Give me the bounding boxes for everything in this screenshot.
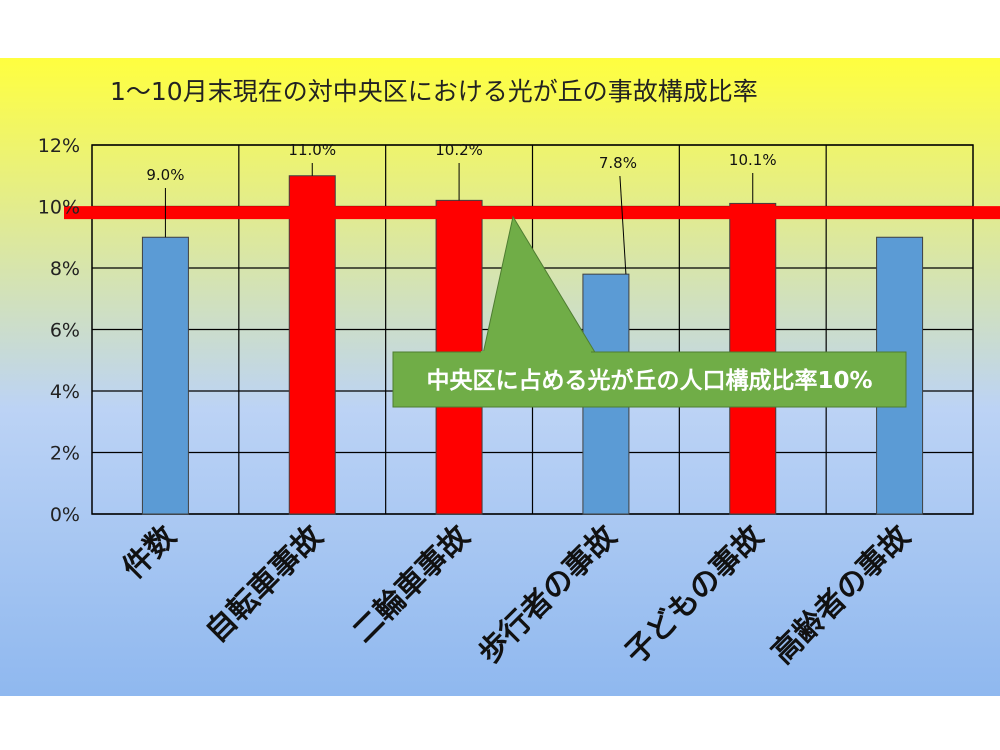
chart-title: 1～10月末現在の対中央区における光が丘の事故構成比率 [110,77,758,106]
callout-text: 中央区に占める光が丘の人口構成比率10% [426,367,872,394]
callout-joint [481,351,591,355]
y-tick-label: 10% [38,197,80,219]
y-tick-label: 4% [50,381,80,403]
y-tick-label: 12% [38,135,80,157]
data-label: 11.0% [288,141,336,159]
data-label: 10.1% [729,151,777,169]
y-tick-label: 8% [50,258,80,280]
callout-layer: 中央区に占める光が丘の人口構成比率10% [392,215,907,408]
data-label: 7.8% [599,154,637,172]
callout-box [392,351,907,408]
y-tick-label: 2% [50,443,80,465]
y-tick-label: 6% [50,320,80,342]
y-tick-label: 0% [50,504,80,526]
data-label: 10.2% [435,141,483,159]
bars [141,175,924,515]
bar [141,236,189,515]
bar [288,175,336,515]
data-label: 9.0% [146,166,184,184]
leader-line [619,175,627,275]
